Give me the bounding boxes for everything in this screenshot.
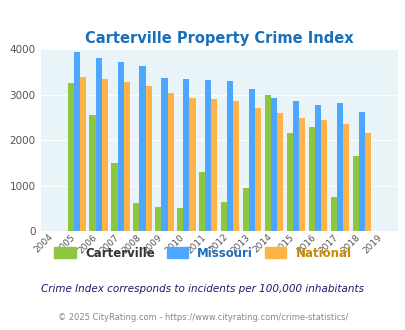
Bar [111, 163, 117, 231]
Bar [183, 79, 189, 231]
Bar [330, 197, 336, 231]
Bar [189, 98, 195, 231]
Bar [80, 77, 86, 231]
Bar [226, 81, 233, 231]
Bar [198, 172, 205, 231]
Bar [255, 108, 261, 231]
Bar [211, 99, 217, 231]
Bar [364, 133, 370, 231]
Bar [205, 80, 211, 231]
Bar [145, 86, 151, 231]
Bar [89, 115, 96, 231]
Bar [270, 98, 277, 231]
Bar [336, 103, 342, 231]
Bar [177, 208, 183, 231]
Bar [308, 127, 314, 231]
Bar [358, 112, 364, 231]
Bar [352, 156, 358, 231]
Text: © 2025 CityRating.com - https://www.cityrating.com/crime-statistics/: © 2025 CityRating.com - https://www.city… [58, 313, 347, 322]
Bar [264, 95, 270, 231]
Bar [167, 93, 173, 231]
Bar [248, 89, 255, 231]
Text: Crime Index corresponds to incidents per 100,000 inhabitants: Crime Index corresponds to incidents per… [41, 284, 364, 294]
Bar [74, 52, 80, 231]
Bar [161, 78, 167, 231]
Bar [286, 133, 292, 231]
Legend: Carterville, Missouri, National: Carterville, Missouri, National [49, 242, 356, 264]
Bar [139, 66, 145, 231]
Bar [233, 101, 239, 231]
Bar [117, 62, 124, 231]
Bar [96, 58, 102, 231]
Bar [124, 82, 130, 231]
Bar [292, 101, 298, 231]
Title: Carterville Property Crime Index: Carterville Property Crime Index [85, 31, 353, 46]
Bar [220, 202, 226, 231]
Bar [342, 124, 348, 231]
Bar [314, 105, 320, 231]
Bar [67, 82, 74, 231]
Bar [277, 113, 283, 231]
Bar [320, 120, 326, 231]
Bar [102, 80, 108, 231]
Bar [298, 118, 305, 231]
Bar [133, 203, 139, 231]
Bar [155, 208, 161, 231]
Bar [242, 188, 248, 231]
